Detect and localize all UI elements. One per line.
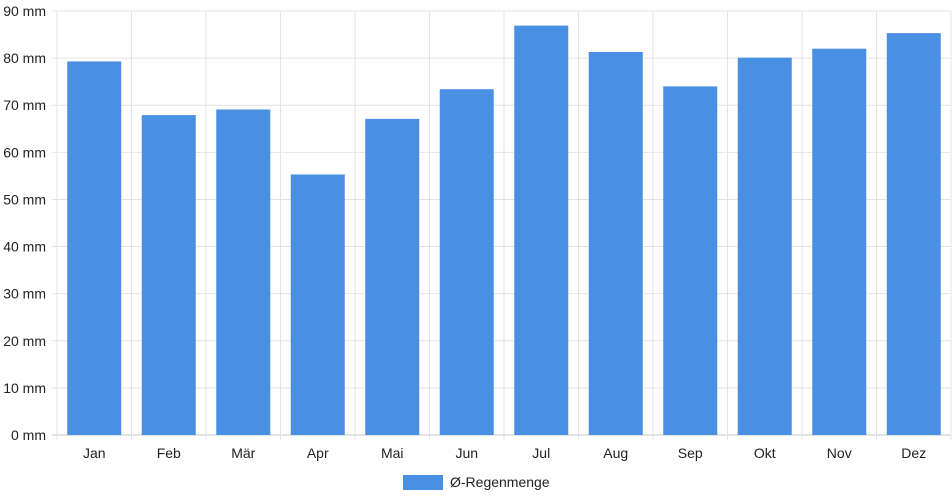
x-tick-label: Mai bbox=[381, 445, 404, 461]
y-tick-label: 70 mm bbox=[3, 97, 46, 113]
y-tick-label: 40 mm bbox=[3, 239, 46, 255]
bar-okt[interactable] bbox=[737, 57, 792, 435]
bar-mär[interactable] bbox=[216, 109, 271, 435]
bar-jan[interactable] bbox=[67, 61, 122, 436]
x-tick-label: Aug bbox=[603, 445, 628, 461]
y-tick-label: 90 mm bbox=[3, 3, 46, 19]
y-tick-label: 0 mm bbox=[11, 427, 46, 443]
x-tick-label: Okt bbox=[754, 445, 776, 461]
legend[interactable]: Ø-Regenmenge bbox=[403, 474, 550, 490]
axes: 0 mm 10 mm 20 mm 30 mm 40 mm 50 mm 60 mm 70 mm 8… bbox=[3, 3, 926, 461]
x-tick-label: Mär bbox=[231, 445, 255, 461]
x-tick-label: Apr bbox=[307, 445, 329, 461]
x-tick-label: Jun bbox=[455, 445, 478, 461]
y-tick-label: 10 mm bbox=[3, 380, 46, 396]
y-tick-label: 30 mm bbox=[3, 286, 46, 302]
legend-swatch[interactable] bbox=[403, 475, 443, 490]
grid bbox=[52, 10, 952, 440]
y-tick-label: 60 mm bbox=[3, 144, 46, 160]
bar-sep[interactable] bbox=[663, 86, 718, 435]
bar-jul[interactable] bbox=[514, 25, 569, 436]
x-tick-label: Jul bbox=[532, 445, 550, 461]
x-tick-label: Sep bbox=[678, 445, 703, 461]
x-tick-label: Dez bbox=[901, 445, 926, 461]
bar-dez[interactable] bbox=[886, 33, 941, 436]
legend-label[interactable]: Ø-Regenmenge bbox=[450, 474, 550, 490]
y-tick-label: 20 mm bbox=[3, 333, 46, 349]
bar-jun[interactable] bbox=[439, 89, 494, 436]
x-tick-label: Nov bbox=[827, 445, 852, 461]
bars bbox=[67, 25, 941, 436]
bar-mai[interactable] bbox=[365, 118, 420, 435]
bar-apr[interactable] bbox=[290, 174, 345, 435]
bar-aug[interactable] bbox=[588, 51, 643, 436]
x-tick-label: Feb bbox=[157, 445, 181, 461]
bar-feb[interactable] bbox=[141, 115, 196, 436]
x-tick-label: Jan bbox=[83, 445, 106, 461]
bar-nov[interactable] bbox=[812, 48, 867, 435]
y-tick-label: 80 mm bbox=[3, 50, 46, 66]
y-tick-label: 50 mm bbox=[3, 191, 46, 207]
